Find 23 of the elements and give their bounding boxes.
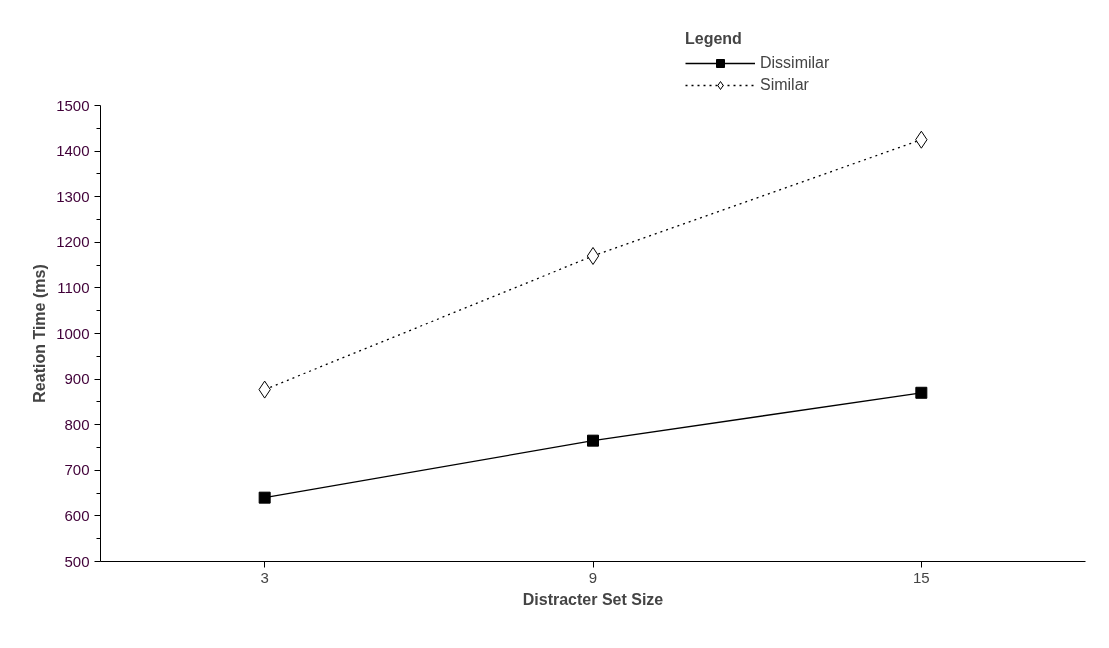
y-tick-label: 1000 — [56, 324, 90, 342]
y-tick-label: 1100 — [57, 278, 90, 296]
point — [258, 491, 271, 504]
point — [915, 386, 928, 399]
point — [586, 246, 600, 265]
y-tick-label: 900 — [64, 370, 90, 388]
y-tick-label: 1400 — [56, 142, 90, 160]
y-tick-label: 800 — [64, 415, 90, 433]
y-tick-label: 700 — [64, 461, 90, 479]
x-tick-label: 3 — [260, 568, 269, 586]
y-tick-label: 1300 — [56, 187, 90, 205]
legend-label: Similar — [760, 76, 809, 94]
y-tick-label: 1200 — [56, 233, 90, 251]
y-tick-label: 500 — [64, 552, 90, 570]
y-tick-label: 600 — [64, 506, 90, 524]
x-tick-label: 15 — [912, 568, 930, 586]
point — [587, 434, 599, 447]
legend-label: Dissimilar — [760, 54, 830, 72]
legend-title: Legend — [685, 30, 743, 48]
y-axis-title: Reation Time (ms) — [31, 264, 49, 403]
x-tick-label: 9 — [588, 568, 598, 586]
x-axis-title: Distracter Set Size — [522, 590, 664, 608]
y-tick-label: 1500 — [56, 96, 90, 114]
